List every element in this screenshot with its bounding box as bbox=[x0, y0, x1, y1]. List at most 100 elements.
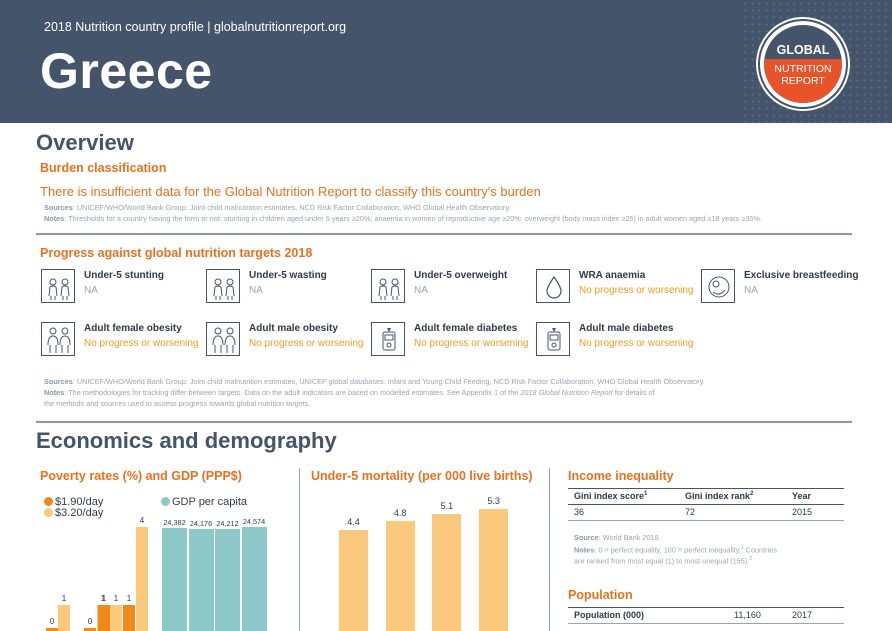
breastfeeding-icon bbox=[701, 269, 735, 303]
target-label: Exclusive breastfeeding bbox=[744, 270, 859, 281]
burden-notes: Notes: Thresholds for a country having t… bbox=[44, 214, 762, 223]
glucose-meter-icon bbox=[371, 322, 405, 356]
progress-heading: Progress against global nutrition target… bbox=[40, 246, 313, 260]
gdp-bar-label: 24,212 bbox=[216, 518, 239, 528]
overview-title: Overview bbox=[36, 130, 134, 155]
gdp-bar-label: 24,574 bbox=[242, 517, 266, 526]
poverty-bar-label: 0 bbox=[87, 617, 93, 626]
burden-text: There is insufficient data for the Globa… bbox=[40, 184, 541, 199]
gdp-bar bbox=[241, 527, 267, 631]
legend-item-320: $3.20/day bbox=[44, 507, 103, 519]
legend-dot bbox=[44, 497, 53, 506]
target-label: WRA anaemia bbox=[579, 270, 646, 281]
column-divider bbox=[299, 468, 300, 631]
section-divider bbox=[36, 233, 852, 235]
section-divider bbox=[36, 421, 852, 423]
population-heading: Population bbox=[568, 588, 633, 602]
target-label: Adult male obesity bbox=[249, 323, 338, 334]
col-gini-score: Gini index score1 bbox=[574, 491, 648, 501]
gdp-bar bbox=[188, 528, 214, 631]
target-status: No progress or worsening bbox=[414, 338, 529, 349]
poverty-bar-label: 1 bbox=[126, 594, 132, 603]
mortality-bar bbox=[479, 509, 509, 631]
header-banner: 2018 Nutrition country profile | globaln… bbox=[0, 0, 892, 123]
progress-notes: Notes: The methodologies for tracking di… bbox=[44, 388, 655, 397]
income-notes-cont: are ranked from most equal (1) to most u… bbox=[574, 556, 752, 566]
poverty-heading: Poverty rates (%) and GDP (PPP$) bbox=[40, 469, 242, 483]
poverty-bar bbox=[123, 605, 135, 631]
table-row: Population (000) 11,160 2017 bbox=[574, 610, 813, 620]
burden-sources: Sources: UNICEF/WHO/World Bank Group: Jo… bbox=[44, 203, 511, 212]
target-status: NA bbox=[84, 285, 98, 296]
col-gini-rank: Gini index rank2 bbox=[685, 491, 754, 501]
column-divider bbox=[549, 468, 550, 631]
poverty-bar bbox=[98, 605, 110, 631]
target-label: Adult male diabetes bbox=[579, 323, 674, 334]
gdp-bar-label: 24,382 bbox=[163, 517, 186, 527]
poverty-bar-label: 1 bbox=[101, 594, 107, 603]
mortality-bar-label: 4.8 bbox=[393, 507, 407, 518]
legend-dot bbox=[161, 497, 170, 506]
mortality-heading: Under-5 mortality (per 000 live births) bbox=[311, 469, 533, 483]
burden-heading: Burden classification bbox=[40, 161, 167, 175]
legend-item-gdp: GDP per capita bbox=[161, 496, 247, 508]
target-status: No progress or worsening bbox=[579, 285, 694, 296]
legend-dot bbox=[44, 508, 53, 517]
gnr-logo[interactable]: GLOBAL NUTRITION REPORT bbox=[758, 19, 848, 109]
target-label: Under-5 stunting bbox=[84, 270, 164, 281]
mortality-bar bbox=[339, 529, 368, 631]
income-notes: Notes: 0 = perfect equality, 100 = perfe… bbox=[574, 545, 777, 555]
gdp-bar-label: 24,176 bbox=[189, 518, 213, 528]
poverty-bar bbox=[84, 628, 96, 631]
children-icon bbox=[206, 269, 240, 303]
poverty-bar-label: 1 bbox=[61, 594, 67, 603]
progress-notes-cont: the methods and sources used to assess p… bbox=[44, 399, 311, 408]
blood-drop-icon bbox=[536, 269, 570, 303]
children-icon bbox=[371, 269, 405, 303]
mortality-bar-label: 4.4 bbox=[347, 516, 360, 527]
target-label: Under-5 wasting bbox=[249, 270, 327, 281]
col-year: Year bbox=[792, 491, 812, 501]
mortality-bar-label: 5.3 bbox=[487, 496, 500, 506]
poverty-bar bbox=[58, 605, 70, 631]
target-label: Under-5 overweight bbox=[414, 270, 508, 281]
poverty-bar-label: 0 bbox=[49, 617, 55, 626]
income-source: Source: World Bank 2018. bbox=[574, 533, 661, 542]
gdp-bar bbox=[162, 527, 187, 631]
logo-text-global: GLOBAL bbox=[776, 43, 830, 57]
gdp-bar bbox=[215, 528, 240, 631]
target-status: NA bbox=[744, 285, 758, 296]
target-label: Adult female obesity bbox=[84, 323, 182, 334]
income-heading: Income inequality bbox=[568, 469, 674, 483]
adults-icon bbox=[206, 322, 240, 356]
children-icon bbox=[41, 269, 75, 303]
poverty-bar bbox=[46, 628, 58, 631]
logo-text-nutrition-report: NUTRITION REPORT bbox=[774, 63, 832, 87]
target-status: No progress or worsening bbox=[579, 338, 694, 349]
mortality-bar-label: 5.1 bbox=[440, 500, 454, 511]
mortality-bar bbox=[432, 513, 462, 631]
target-status: No progress or worsening bbox=[84, 338, 199, 349]
poverty-bar-label: 1 bbox=[100, 594, 106, 603]
income-table-header: Gini index score1 Gini index rank2 Year bbox=[568, 488, 844, 504]
mortality-bar bbox=[385, 520, 415, 631]
country-title: Greece bbox=[40, 43, 213, 99]
target-status: NA bbox=[249, 285, 263, 296]
poverty-bar-label: 4 bbox=[139, 516, 145, 525]
table-row: 36 72 2015 bbox=[574, 507, 813, 517]
logo-band bbox=[764, 59, 842, 103]
target-label: Adult female diabetes bbox=[414, 323, 518, 334]
progress-sources: Sources: UNICEF/WHO/World Bank Group: Jo… bbox=[44, 377, 705, 386]
target-status: No progress or worsening bbox=[249, 338, 364, 349]
population-table: Population (000) 11,160 2017 bbox=[568, 607, 844, 631]
income-table: Gini index score1 Gini index rank2 Year … bbox=[568, 488, 844, 521]
poverty-bar bbox=[110, 605, 122, 631]
legend-item-190: $1.90/day bbox=[44, 496, 103, 508]
profile-subtitle: 2018 Nutrition country profile | globaln… bbox=[44, 20, 347, 34]
economics-title: Economics and demography bbox=[36, 428, 337, 453]
adults-icon bbox=[41, 322, 75, 356]
poverty-bar bbox=[136, 527, 148, 631]
target-status: NA bbox=[414, 285, 428, 296]
poverty-bar-label: 1 bbox=[113, 594, 119, 603]
glucose-meter-icon bbox=[536, 322, 570, 356]
